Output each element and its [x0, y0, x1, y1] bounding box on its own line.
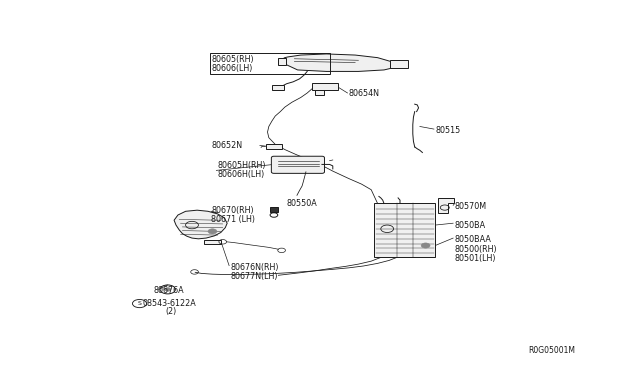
- Polygon shape: [438, 198, 454, 213]
- Text: 80550A: 80550A: [287, 199, 317, 208]
- Text: 80500(RH): 80500(RH): [454, 245, 497, 254]
- Text: 80570M: 80570M: [454, 202, 486, 211]
- Bar: [315, 90, 324, 95]
- FancyBboxPatch shape: [271, 156, 324, 173]
- Text: 80671 (LH): 80671 (LH): [211, 215, 255, 224]
- Circle shape: [164, 288, 171, 291]
- Text: 08543-6122A: 08543-6122A: [142, 299, 196, 308]
- Text: 80654N: 80654N: [349, 89, 380, 98]
- Text: 80605H(RH): 80605H(RH): [218, 161, 266, 170]
- Text: 80652N: 80652N: [211, 141, 243, 150]
- Bar: [272, 85, 284, 90]
- Text: R0G05001M: R0G05001M: [528, 346, 575, 355]
- Text: (2): (2): [165, 307, 177, 316]
- Bar: [204, 240, 221, 244]
- Bar: [270, 207, 278, 212]
- Text: 80606(LH): 80606(LH): [211, 64, 253, 73]
- Bar: [312, 83, 338, 90]
- Bar: [390, 60, 408, 68]
- Bar: [266, 144, 282, 149]
- Bar: [210, 53, 330, 74]
- Text: 80676N(RH): 80676N(RH): [230, 263, 279, 272]
- Text: S: S: [138, 301, 141, 306]
- Text: 80677N(LH): 80677N(LH): [230, 272, 278, 281]
- Polygon shape: [282, 54, 396, 71]
- Text: 80501(LH): 80501(LH): [454, 254, 496, 263]
- Text: 8050BA: 8050BA: [454, 221, 486, 230]
- Text: 80676A: 80676A: [154, 286, 184, 295]
- Bar: [374, 203, 435, 257]
- Bar: [278, 58, 286, 65]
- Text: 80670(RH): 80670(RH): [211, 206, 254, 215]
- Circle shape: [208, 229, 217, 234]
- Polygon shape: [174, 210, 227, 239]
- Text: 8050BAA: 8050BAA: [454, 235, 492, 244]
- Text: 80515: 80515: [435, 126, 460, 135]
- Text: 80605(RH): 80605(RH): [211, 55, 254, 64]
- Circle shape: [421, 243, 430, 248]
- Text: 80606H(LH): 80606H(LH): [218, 170, 265, 179]
